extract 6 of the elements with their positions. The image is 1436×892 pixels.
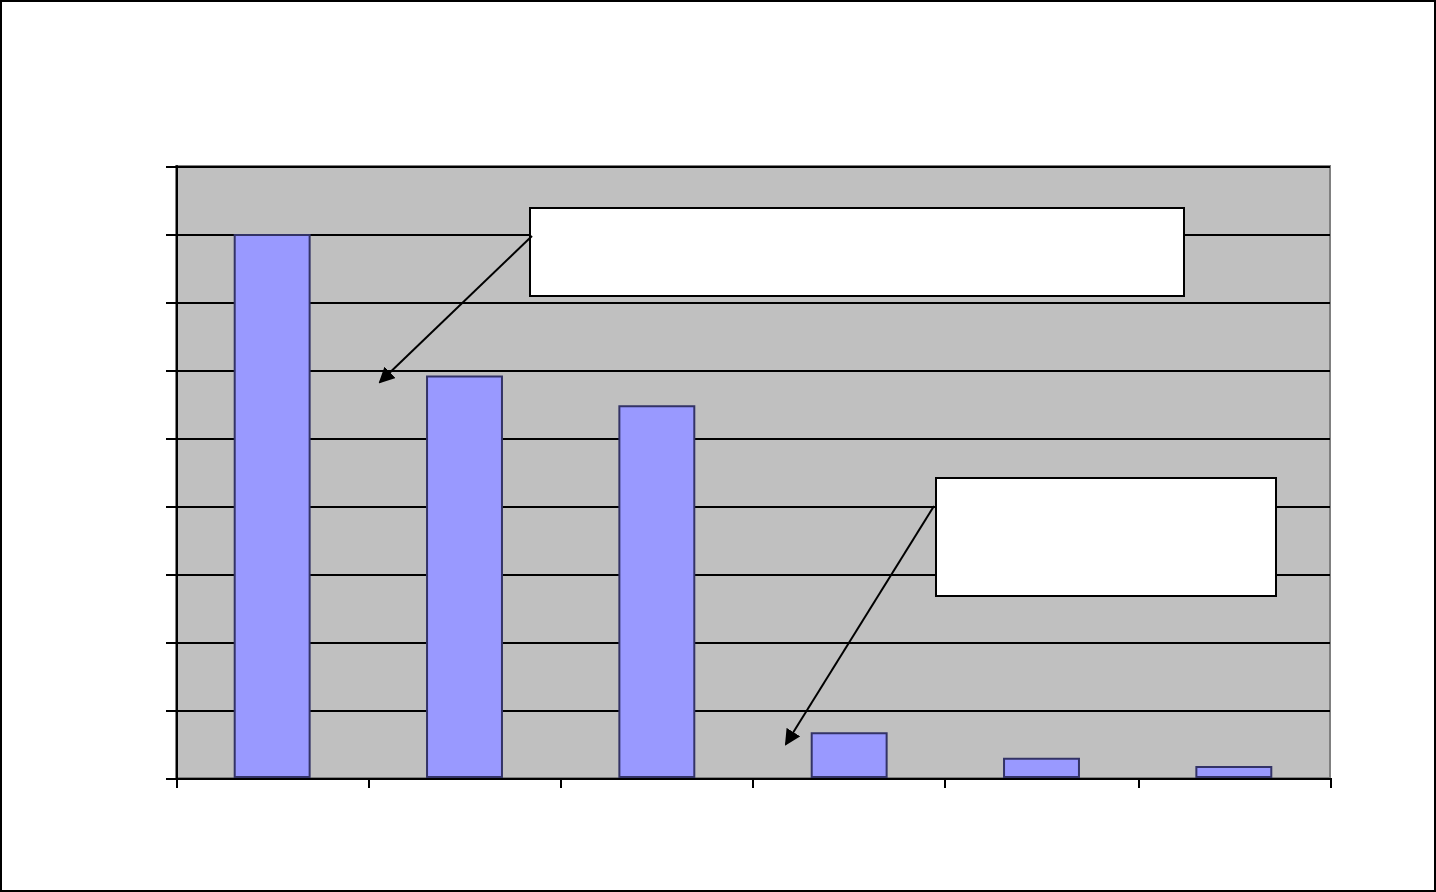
bar	[1195, 766, 1273, 778]
bar	[618, 405, 696, 778]
bar	[1003, 757, 1080, 778]
bar	[810, 732, 888, 778]
bar	[233, 234, 311, 778]
bar	[426, 375, 503, 778]
